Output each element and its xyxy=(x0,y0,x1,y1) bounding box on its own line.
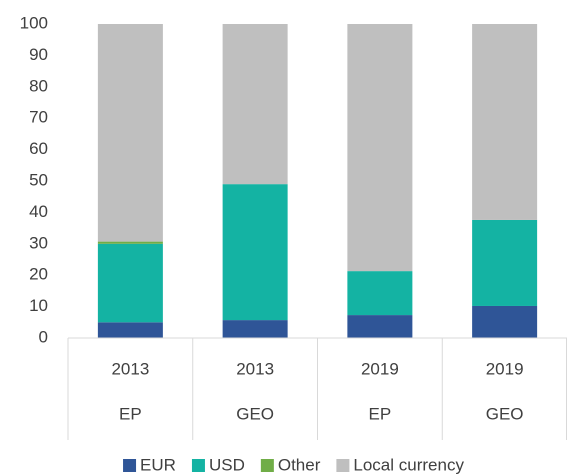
bar-segment xyxy=(222,184,288,321)
bar-segment xyxy=(347,271,413,316)
legend-label: USD xyxy=(209,455,245,474)
legend-swatch xyxy=(123,459,137,472)
x-tick-label: 2019 xyxy=(486,359,524,378)
legend-label: EUR xyxy=(140,455,176,474)
y-tick-label: 50 xyxy=(29,170,48,189)
bar-segment xyxy=(97,24,163,242)
y-tick-label: 30 xyxy=(29,233,48,252)
legend-label: Other xyxy=(278,455,321,474)
x-tick-label: 2019 xyxy=(361,359,399,378)
y-tick-label: 40 xyxy=(29,202,48,221)
bar-segment xyxy=(472,24,538,220)
bar-segment xyxy=(222,24,288,185)
legend-swatch xyxy=(260,459,274,472)
y-tick-label: 20 xyxy=(29,265,48,284)
bar-segment xyxy=(97,243,163,323)
bar-segment xyxy=(472,305,538,338)
x-group-label: EP xyxy=(119,404,142,423)
legend-label: Local currency xyxy=(353,455,464,474)
legend-swatch xyxy=(336,459,350,472)
x-tick-label: 2013 xyxy=(236,359,274,378)
x-tick-label: 2013 xyxy=(111,359,149,378)
y-tick-label: 60 xyxy=(29,139,48,158)
x-group-label: EP xyxy=(369,404,392,423)
bar-segment xyxy=(472,219,538,306)
y-tick-label: 10 xyxy=(29,296,48,315)
bar-segment xyxy=(347,315,413,338)
x-group-label: GEO xyxy=(236,404,274,423)
bar-segment xyxy=(222,320,288,338)
y-tick-label: 90 xyxy=(29,45,48,64)
bar-segment xyxy=(347,24,413,272)
bar-segment xyxy=(97,241,163,244)
x-group-label: GEO xyxy=(486,404,524,423)
legend-swatch xyxy=(191,459,205,472)
y-tick-label: 0 xyxy=(39,327,48,346)
y-tick-label: 100 xyxy=(20,13,48,32)
y-tick-label: 70 xyxy=(29,108,48,127)
y-tick-label: 80 xyxy=(29,76,48,95)
bar-segment xyxy=(97,322,163,338)
